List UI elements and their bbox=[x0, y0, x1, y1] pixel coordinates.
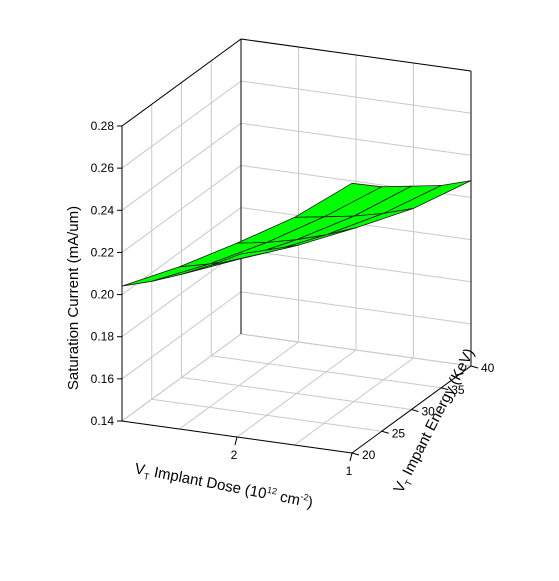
y-floor-gridline bbox=[181, 377, 412, 410]
y-floor-gridline bbox=[151, 398, 382, 432]
z-tick-label: 0.22 bbox=[91, 245, 115, 259]
y-tick-mark bbox=[351, 452, 360, 456]
y-tick-mark bbox=[381, 430, 389, 434]
y-floor-gridline bbox=[240, 333, 472, 367]
z-tick-label: 0.28 bbox=[91, 119, 115, 133]
x-tick-label: 2 bbox=[231, 448, 238, 462]
z-axis-title: Saturation Current (mA/um) bbox=[65, 206, 82, 390]
x-title-mid: cm bbox=[275, 488, 302, 509]
y-floor-gridline bbox=[211, 355, 442, 389]
x-title-sup2: -2 bbox=[300, 491, 310, 502]
surface-mesh bbox=[121, 180, 472, 287]
y-title-sub: T bbox=[403, 478, 415, 488]
x-tick-mark bbox=[349, 452, 353, 462]
y-tick-mark bbox=[441, 387, 449, 391]
z-tick-label: 0.16 bbox=[91, 372, 115, 386]
y-tick-label: 25 bbox=[392, 426, 406, 440]
x-title-sub: T bbox=[143, 471, 151, 482]
x-title-end: ) bbox=[306, 494, 314, 512]
z-tick-label: 0.24 bbox=[91, 203, 115, 217]
surface-facet bbox=[211, 244, 299, 266]
axis-frame bbox=[121, 38, 472, 454]
tick-labels: 0.14 0.16 0.18 0.20 0.22 0.24 0.26 0.28 1 2 20 25 30… bbox=[91, 119, 495, 478]
z-tick-label: 0.18 bbox=[91, 330, 115, 344]
z-tick-label: 0.26 bbox=[91, 161, 115, 175]
y-tick-label: 40 bbox=[481, 361, 495, 375]
x-title-rest: Implant Dose (10 bbox=[148, 463, 267, 502]
y-tick-label: 20 bbox=[362, 448, 376, 462]
y-title-rest: Impant Energy (KeV) bbox=[397, 346, 478, 482]
x-tick-mark bbox=[234, 436, 238, 446]
z-tick-label: 0.14 bbox=[91, 414, 115, 428]
y-tick-mark bbox=[470, 365, 479, 369]
z-tick-label: 0.20 bbox=[91, 288, 115, 302]
y-axis-title: VT Impant Energy (KeV) bbox=[390, 346, 479, 497]
y-tick-label: 35 bbox=[451, 383, 465, 397]
y-tick-label: 30 bbox=[422, 405, 436, 419]
y-tick-mark bbox=[411, 409, 419, 412]
frame-edge bbox=[240, 38, 472, 72]
x-title-sup1: 12 bbox=[266, 485, 278, 497]
frame-edge bbox=[121, 38, 242, 127]
x-title-v: V bbox=[133, 460, 146, 479]
x-axis-title: VT Implant Dose (1012 cm-2) bbox=[133, 459, 315, 513]
x-tick-label: 1 bbox=[346, 464, 353, 478]
